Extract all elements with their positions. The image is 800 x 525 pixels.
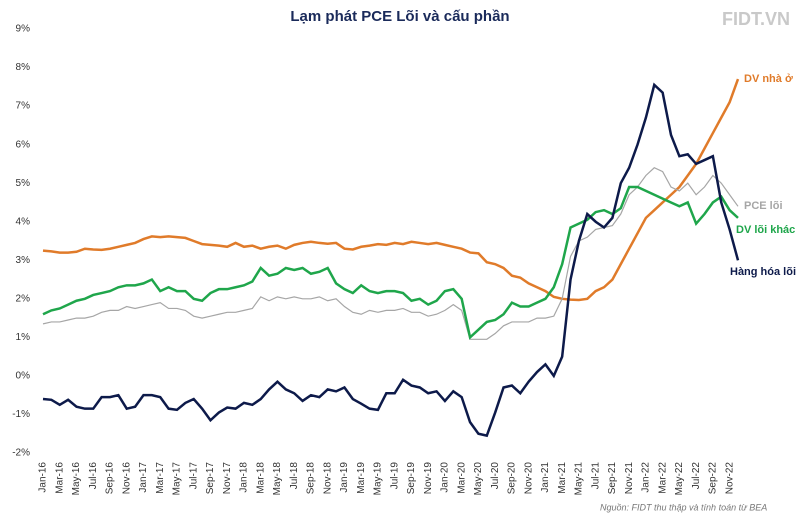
y-tick-label: 7% [16, 101, 31, 112]
x-tick-label: Jan-17 [138, 462, 149, 493]
x-tick-label: May-16 [71, 462, 82, 496]
x-tick-label: Mar-17 [155, 462, 166, 494]
x-tick-label: May-17 [172, 462, 183, 496]
x-tick-label: Jul-18 [289, 462, 300, 490]
x-tick-label: Nov-20 [523, 462, 534, 495]
series-label: PCE lõi [744, 200, 783, 212]
x-tick-label: Mar-20 [456, 462, 467, 494]
y-tick-label: 6% [16, 139, 31, 150]
x-tick-label: Mar-19 [356, 462, 367, 494]
series-label: Hàng hóa lõi [730, 266, 796, 278]
x-tick-label: Jan-19 [339, 462, 350, 493]
y-tick-label: 5% [16, 178, 31, 189]
x-tick-label: Jul-19 [389, 462, 400, 490]
x-tick-label: May-21 [574, 462, 585, 496]
x-tick-label: Nov-21 [624, 462, 635, 495]
y-tick-label: 4% [16, 216, 31, 227]
x-tick-label: Sep-17 [205, 462, 216, 495]
y-tick-label: 2% [16, 293, 31, 304]
x-tick-label: Jan-18 [239, 462, 250, 493]
chart-title: Lạm phát PCE Lõi và cấu phần [290, 8, 509, 25]
y-tick-label: 9% [16, 24, 31, 35]
x-tick-label: Mar-16 [54, 462, 65, 494]
logo: FIDT.VN [722, 9, 790, 29]
x-tick-label: Mar-22 [657, 462, 668, 494]
x-tick-label: Sep-16 [105, 462, 116, 495]
x-tick-label: Nov-17 [222, 462, 233, 495]
series-line [42, 185, 739, 340]
x-tick-label: Jan-16 [38, 462, 49, 493]
x-tick-label: May-18 [272, 462, 283, 496]
x-tick-label: Sep-20 [507, 462, 518, 495]
y-tick-label: 1% [16, 332, 31, 343]
x-tick-label: May-19 [373, 462, 384, 496]
x-tick-label: Sep-22 [708, 462, 719, 495]
y-tick-label: 3% [16, 255, 31, 266]
x-tick-label: Jul-21 [590, 462, 601, 490]
y-tick-label: -2% [12, 448, 30, 459]
x-tick-label: Nov-16 [121, 462, 132, 495]
x-tick-label: May-20 [473, 462, 484, 496]
series-line [42, 78, 740, 302]
x-tick-label: May-22 [674, 462, 685, 496]
x-tick-label: Mar-21 [557, 462, 568, 494]
y-tick-label: -1% [12, 409, 30, 420]
series-line [42, 167, 739, 340]
series-line [42, 82, 740, 438]
x-tick-label: Jul-20 [490, 462, 501, 490]
y-tick-label: 8% [16, 62, 31, 73]
x-tick-label: Sep-18 [306, 462, 317, 495]
x-tick-label: Jan-20 [440, 462, 451, 493]
x-tick-label: Jan-22 [641, 462, 652, 493]
series-label: DV nhà ở [744, 73, 793, 85]
source-note: Nguồn: FIDT thu thập và tính toán từ BEA [600, 502, 767, 512]
y-tick-label: 0% [16, 371, 31, 382]
x-tick-label: Sep-19 [406, 462, 417, 495]
series-label: DV lõi khác [736, 224, 795, 236]
x-tick-label: Jan-21 [540, 462, 551, 493]
x-tick-label: Nov-18 [322, 462, 333, 495]
x-tick-label: Nov-19 [423, 462, 434, 495]
x-tick-label: Sep-21 [607, 462, 618, 495]
x-tick-label: Nov-22 [724, 462, 735, 495]
x-tick-label: Jul-22 [691, 462, 702, 490]
x-tick-label: Jul-17 [188, 462, 199, 490]
x-tick-label: Mar-18 [255, 462, 266, 494]
x-tick-label: Jul-16 [88, 462, 99, 490]
